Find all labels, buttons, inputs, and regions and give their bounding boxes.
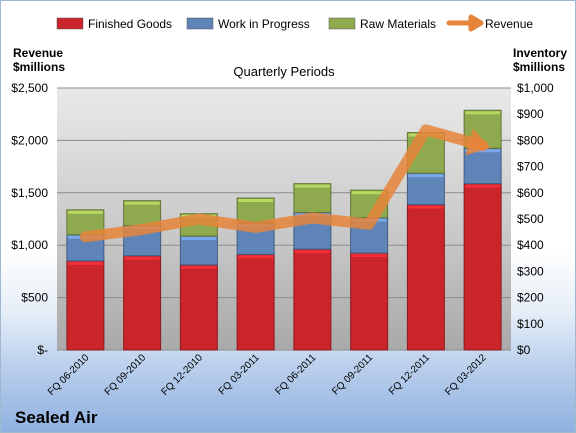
legend-swatch-revenue-arrow	[446, 14, 484, 32]
bar-segment	[123, 255, 162, 351]
legend-label-work-in-progress: Work in Progress	[218, 17, 310, 31]
bar-segment	[179, 235, 218, 266]
right-axis-title-line1: Inventory	[513, 46, 567, 60]
chart-title: Quarterly Periods	[233, 64, 335, 79]
bar-segment	[463, 183, 502, 351]
bar-segment-highlight	[124, 201, 160, 205]
bar-segment-highlight	[351, 254, 387, 258]
legend-label-revenue: Revenue	[485, 17, 533, 31]
revenue-line	[79, 124, 491, 243]
category-label: FQ 06-2010	[46, 352, 92, 398]
left-axis-title-line1: Revenue	[13, 46, 63, 60]
category-label: FQ 12-2010	[159, 352, 205, 398]
bar-segment-highlight	[294, 250, 330, 254]
bar-segment	[293, 183, 332, 213]
bar-segment-highlight	[465, 184, 501, 188]
bar-segment	[406, 204, 445, 351]
bar-segment-highlight	[238, 255, 274, 259]
bar-segment-highlight	[181, 265, 217, 269]
category-label: FQ 12-2011	[387, 352, 432, 397]
left-axis-tick-label: $-	[37, 343, 48, 357]
right-axis-tick-label: $700	[517, 160, 544, 174]
bar-segment-highlight	[351, 191, 387, 195]
bar-segment-highlight	[408, 205, 444, 209]
right-axis-tick-label: $200	[517, 291, 544, 305]
bar-segment	[66, 260, 105, 351]
bar-segment	[293, 248, 332, 351]
category-label: FQ 09-2010	[103, 352, 149, 398]
bars	[66, 109, 502, 351]
bar-segment	[179, 264, 218, 351]
bar-segment-highlight	[465, 111, 501, 115]
legend-label-raw-materials: Raw Materials	[360, 17, 436, 31]
left-axis-ticks: $- $500 $1,000 $1,500 $2,000 $2,500	[11, 81, 48, 357]
legend-swatch-work-in-progress	[186, 17, 214, 30]
right-axis-tick-label: $0	[517, 343, 531, 357]
right-axis-tick-label: $800	[517, 133, 544, 147]
bar-segment	[463, 147, 502, 185]
bar-segment	[350, 252, 389, 351]
right-axis-title-line2: $millions	[513, 60, 565, 74]
right-axis-tick-label: $500	[517, 212, 544, 226]
right-axis-tick-label: $1,000	[517, 81, 554, 95]
bar-segment-highlight	[294, 184, 330, 188]
category-label: FQ 03-2012	[443, 352, 489, 398]
bar-segment-highlight	[67, 210, 103, 214]
left-axis-tick-label: $2,500	[11, 81, 48, 95]
bar-segment	[236, 253, 275, 351]
right-axis-tick-label: $600	[517, 186, 544, 200]
category-label: FQ 09-2011	[330, 352, 375, 397]
legend-swatch-finished-goods	[56, 17, 84, 30]
right-axis-tick-label: $900	[517, 107, 544, 121]
legend: Finished Goods Work in Progress Raw Mate…	[56, 14, 533, 32]
bar-segment-highlight	[67, 261, 103, 265]
category-label: FQ 03-2011	[217, 352, 262, 397]
left-axis-tick-label: $2,000	[11, 133, 48, 147]
bar-segment-highlight	[408, 174, 444, 178]
right-axis-tick-label: $300	[517, 264, 544, 278]
right-axis-tick-label: $400	[517, 238, 544, 252]
legend-swatch-raw-materials	[328, 17, 356, 30]
bar-segment	[406, 172, 445, 206]
category-label: FQ 06-2011	[274, 352, 319, 397]
company-name: Sealed Air	[15, 408, 98, 427]
left-axis-tick-label: $500	[21, 291, 48, 305]
right-axis-ticks: $0 $100 $200 $300 $400 $500 $600 $700 $800 $900 $1…	[517, 81, 554, 357]
category-labels: FQ 06-2010 FQ 09-2010 FQ 12-2010 FQ 03-2011…	[46, 352, 489, 398]
left-axis-title-line2: $millions	[13, 60, 65, 74]
revenue-line-path	[79, 124, 489, 243]
right-axis-tick-label: $100	[517, 317, 544, 331]
left-axis-tick-label: $1,500	[11, 186, 48, 200]
legend-label-finished-goods: Finished Goods	[88, 17, 172, 31]
left-axis-tick-label: $1,000	[11, 238, 48, 252]
bar-segment-highlight	[181, 237, 217, 241]
bar-segment-highlight	[238, 199, 274, 203]
revenue-arrowhead	[465, 128, 491, 156]
bar-segment-highlight	[124, 256, 160, 260]
